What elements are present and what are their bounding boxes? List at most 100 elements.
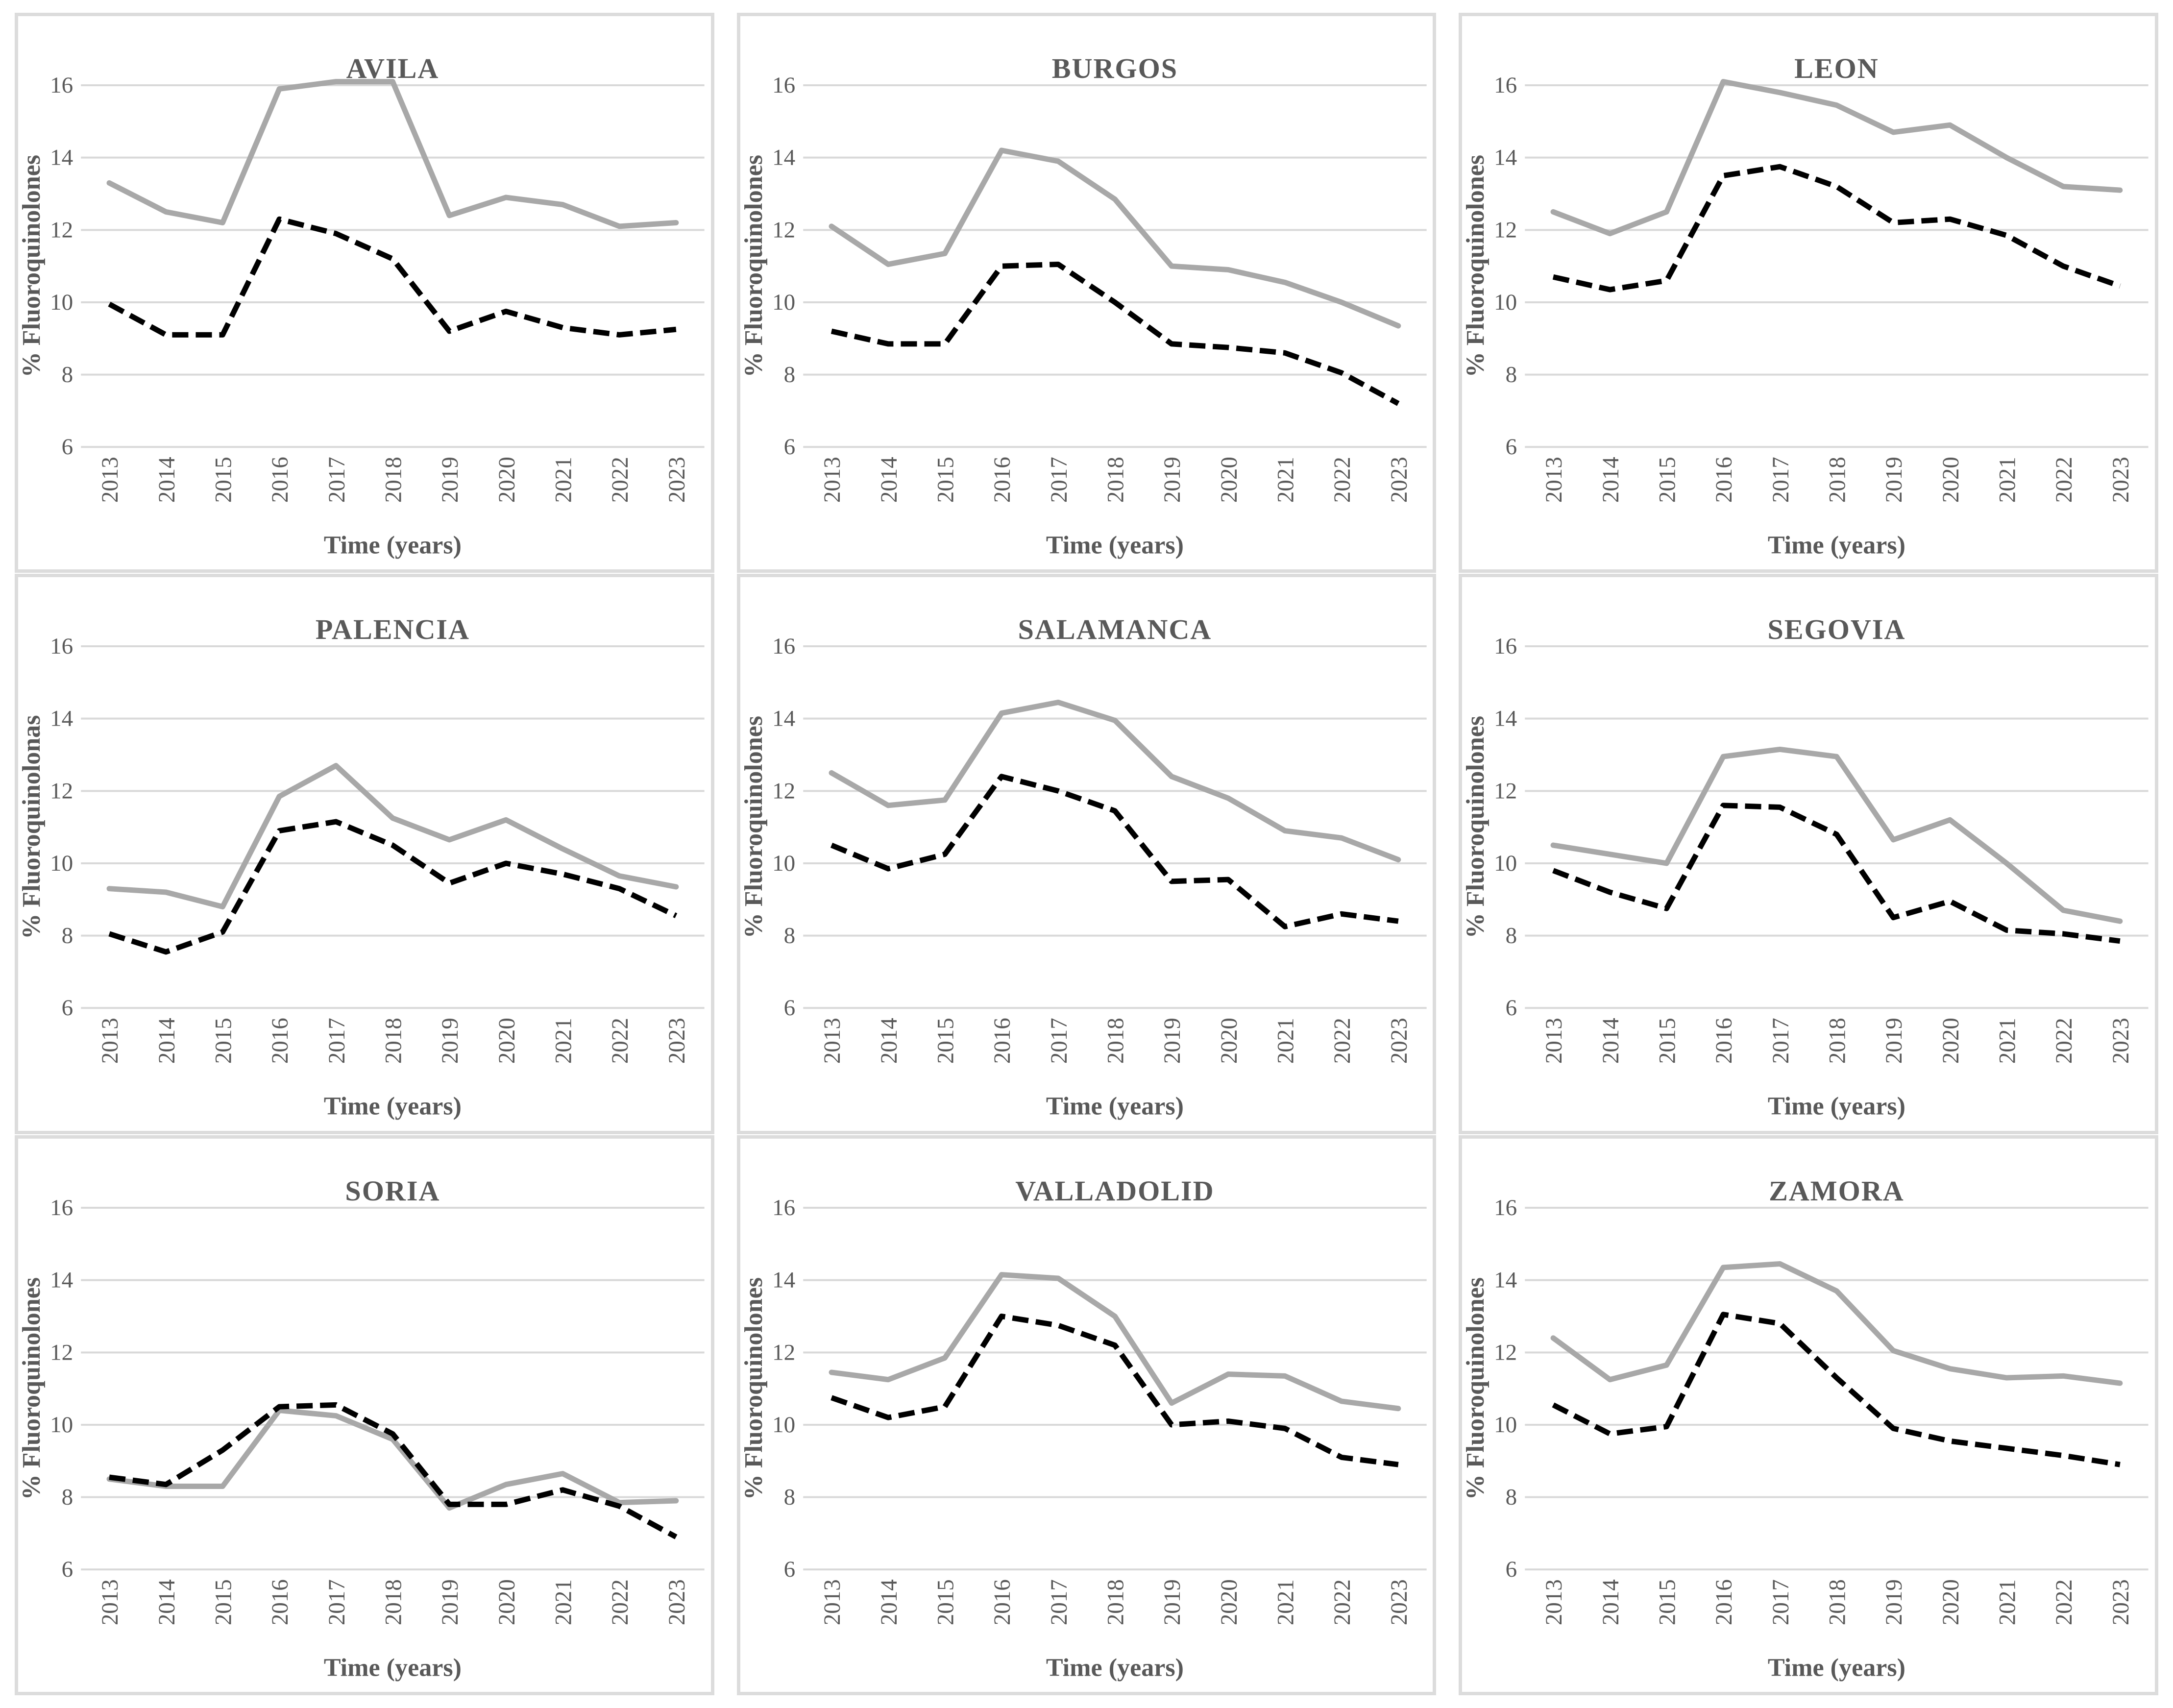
y-tick-label: 14 bbox=[1494, 145, 1517, 171]
x-tick-label: 2021 bbox=[551, 1018, 576, 1064]
y-tick-label: 6 bbox=[1506, 1557, 1517, 1582]
y-tick-label: 14 bbox=[772, 1267, 795, 1293]
y-tick-label: 14 bbox=[50, 145, 73, 171]
x-tick-label: 2014 bbox=[1598, 1579, 1624, 1625]
x-tick-label: 2014 bbox=[154, 1018, 180, 1064]
x-axis-title: Time (years) bbox=[1768, 1654, 1905, 1682]
line-chart-burgos: 6 8 10 12 14 16 2013 2014 2015 2016 2017 2018 2019 20… bbox=[740, 52, 1427, 559]
axis-ticks: 6 8 10 12 14 16 2013 2014 2015 2016 2017 2018 2019 20… bbox=[1494, 634, 2134, 1064]
y-tick-label: 8 bbox=[1506, 1484, 1517, 1510]
x-tick-label: 2013 bbox=[98, 1579, 123, 1625]
solid-line bbox=[1550, 1261, 2123, 1386]
x-tick-label: 2022 bbox=[608, 1579, 633, 1625]
line-chart-salamanca: 6 8 10 12 14 16 2013 2014 2015 2016 2017 2018 2019 20… bbox=[740, 613, 1427, 1121]
x-tick-label: 2018 bbox=[1103, 1018, 1128, 1064]
x-tick-label: 2019 bbox=[1881, 1018, 1907, 1064]
x-axis-title: Time (years) bbox=[1768, 1093, 1905, 1121]
x-tick-label: 2020 bbox=[494, 1018, 520, 1064]
y-tick-label: 10 bbox=[772, 290, 795, 315]
x-tick-label: 2014 bbox=[876, 1018, 902, 1064]
x-tick-label: 2015 bbox=[1655, 457, 1681, 503]
y-tick-label: 6 bbox=[783, 1557, 795, 1582]
y-tick-label: 6 bbox=[783, 996, 795, 1021]
x-tick-label: 2023 bbox=[2108, 1579, 2134, 1625]
x-tick-label: 2019 bbox=[438, 457, 463, 503]
x-tick-label: 2019 bbox=[438, 1579, 463, 1625]
y-axis-title: % Fluoroquinolones bbox=[1462, 716, 1489, 938]
axis-ticks: 6 8 10 12 14 16 2013 2014 2015 2016 2017 2018 2019 20… bbox=[1494, 1195, 2134, 1625]
y-tick-label: 10 bbox=[1494, 851, 1517, 876]
x-tick-label: 2020 bbox=[1216, 1579, 1242, 1625]
x-tick-label: 2014 bbox=[1598, 1018, 1624, 1064]
x-tick-label: 2013 bbox=[820, 1018, 845, 1064]
y-tick-label: 16 bbox=[772, 634, 795, 659]
chart-title: PALENCIA bbox=[316, 613, 470, 645]
x-tick-label: 2023 bbox=[1386, 1579, 1412, 1625]
x-tick-label: 2016 bbox=[1711, 1018, 1737, 1064]
chart-title: LEON bbox=[1794, 52, 1879, 84]
x-tick-label: 2018 bbox=[1825, 457, 1851, 503]
chart-title: BURGOS bbox=[1051, 52, 1177, 84]
x-tick-label: 2018 bbox=[1103, 457, 1128, 503]
x-tick-label: 2023 bbox=[1386, 1018, 1412, 1064]
y-axis-title: % Fluoroquinolonas bbox=[18, 715, 46, 939]
y-tick-label: 6 bbox=[62, 996, 73, 1021]
dashed-line bbox=[1552, 1311, 2121, 1467]
y-tick-label: 6 bbox=[1506, 434, 1517, 460]
series-lines bbox=[829, 700, 1401, 930]
x-tick-label: 2018 bbox=[1103, 1579, 1128, 1625]
x-tick-label: 2019 bbox=[1881, 457, 1907, 503]
x-tick-label: 2015 bbox=[211, 1018, 236, 1064]
x-tick-label: 2015 bbox=[211, 457, 236, 503]
y-tick-label: 6 bbox=[783, 434, 795, 460]
y-tick-label: 12 bbox=[50, 1340, 73, 1365]
x-axis-title: Time (years) bbox=[1768, 531, 1905, 559]
x-tick-label: 2018 bbox=[381, 1018, 406, 1064]
chart-panel-valladolid: 6 8 10 12 14 16 2013 2014 2015 2016 2017 2018 2019 20… bbox=[736, 1135, 1437, 1695]
axis-ticks: 6 8 10 12 14 16 2013 2014 2015 2016 2017 2018 2019 20… bbox=[772, 634, 1412, 1064]
x-tick-label: 2022 bbox=[1330, 1579, 1355, 1625]
y-tick-label: 8 bbox=[783, 1484, 795, 1510]
x-tick-label: 2019 bbox=[1160, 1018, 1185, 1064]
series-lines bbox=[829, 1271, 1401, 1467]
solid-line bbox=[829, 147, 1401, 329]
y-tick-label: 16 bbox=[772, 1195, 795, 1220]
x-tick-label: 2017 bbox=[1768, 457, 1794, 503]
series-lines bbox=[106, 1402, 679, 1539]
x-tick-label: 2020 bbox=[1938, 1579, 1964, 1625]
chart-title: VALLADOLID bbox=[1015, 1175, 1214, 1207]
dashed-line bbox=[1553, 164, 2121, 293]
y-tick-label: 12 bbox=[772, 1340, 795, 1365]
x-tick-label: 2018 bbox=[381, 1579, 406, 1625]
axis-ticks: 6 8 10 12 14 16 2013 2014 2015 2016 2017 2018 2019 20… bbox=[50, 1195, 690, 1625]
y-tick-label: 8 bbox=[783, 362, 795, 388]
y-axis-title: % Fluoroquinolones bbox=[18, 155, 46, 377]
x-axis-title: Time (years) bbox=[1046, 1093, 1184, 1121]
x-tick-label: 2017 bbox=[324, 457, 350, 503]
y-axis-title: % Fluoroquinolones bbox=[18, 1277, 46, 1500]
y-tick-label: 14 bbox=[1494, 1267, 1517, 1293]
y-tick-label: 12 bbox=[1494, 1340, 1517, 1365]
series-lines bbox=[829, 147, 1401, 406]
dashed-line bbox=[830, 261, 1400, 406]
x-tick-label: 2019 bbox=[1160, 1579, 1185, 1625]
x-tick-label: 2018 bbox=[1825, 1579, 1851, 1625]
line-chart-valladolid: 6 8 10 12 14 16 2013 2014 2015 2016 2017 2018 2019 20… bbox=[740, 1175, 1427, 1682]
x-tick-label: 2016 bbox=[990, 1018, 1015, 1064]
y-axis-title: % Fluoroquinolones bbox=[1462, 1277, 1489, 1500]
x-tick-label: 2017 bbox=[1046, 1579, 1072, 1625]
line-chart-zamora: 6 8 10 12 14 16 2013 2014 2015 2016 2017 2018 2019 20… bbox=[1462, 1175, 2149, 1682]
solid-line bbox=[1550, 79, 2123, 237]
y-tick-label: 10 bbox=[50, 851, 73, 876]
y-axis-title: % Fluoroquinolones bbox=[740, 716, 768, 938]
solid-line bbox=[106, 1407, 679, 1511]
x-tick-label: 2020 bbox=[1938, 1018, 1964, 1064]
x-tick-label: 2015 bbox=[1655, 1018, 1681, 1064]
y-tick-label: 14 bbox=[1494, 706, 1517, 732]
x-tick-label: 2022 bbox=[1330, 457, 1355, 503]
chart-panel-avila: 6 8 10 12 14 16 2013 2014 2015 2016 2017 2018 2019 20… bbox=[15, 13, 714, 573]
y-tick-label: 16 bbox=[1494, 1195, 1517, 1220]
dashed-line bbox=[830, 1313, 1399, 1467]
gridlines bbox=[803, 1206, 1427, 1570]
